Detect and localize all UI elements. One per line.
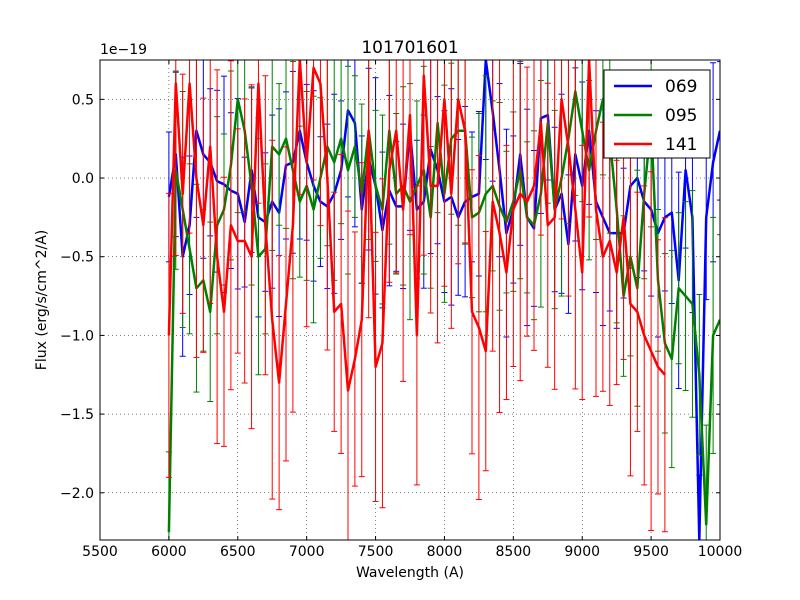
y-tick-label: −0.5 bbox=[60, 250, 94, 266]
legend-label-069: 069 bbox=[665, 77, 697, 97]
series-line-141 bbox=[167, 60, 666, 392]
y-axis-label: Flux (erg/s/cm^2/A) bbox=[34, 230, 50, 370]
x-tick-label: 7000 bbox=[289, 544, 325, 560]
y-tick-label: −1.5 bbox=[60, 407, 94, 423]
x-axis-label: Wavelength (A) bbox=[356, 565, 464, 581]
y-tick-label: 0.0 bbox=[72, 171, 94, 187]
series-141 bbox=[165, 60, 668, 540]
x-tick-label: 6000 bbox=[151, 544, 187, 560]
legend-label-141: 141 bbox=[665, 135, 697, 155]
y-offset-text: 1e−19 bbox=[100, 42, 147, 58]
x-tick-label: 8000 bbox=[427, 544, 463, 560]
x-tick-label: 7500 bbox=[358, 544, 394, 560]
x-tick-label: 9500 bbox=[633, 544, 669, 560]
ticks: 5500 6000 6500 7000 7500 8000 8500 9000 9500 1000… bbox=[60, 60, 742, 560]
y-tick-label: −1.0 bbox=[60, 328, 94, 344]
x-tick-label: 6500 bbox=[220, 544, 256, 560]
x-tick-label: 10000 bbox=[698, 544, 743, 560]
plot-frame bbox=[99, 59, 721, 541]
legend: 069 095 141 bbox=[603, 69, 711, 159]
chart-title: 101701601 bbox=[361, 38, 458, 58]
y-tick-label: −2.0 bbox=[60, 486, 94, 502]
x-tick-label: 8500 bbox=[496, 544, 532, 560]
legend-label-095: 095 bbox=[665, 106, 697, 126]
x-tick-label: 5500 bbox=[82, 544, 118, 560]
x-tick-label: 9000 bbox=[564, 544, 600, 560]
y-tick-label: 0.5 bbox=[72, 92, 94, 108]
